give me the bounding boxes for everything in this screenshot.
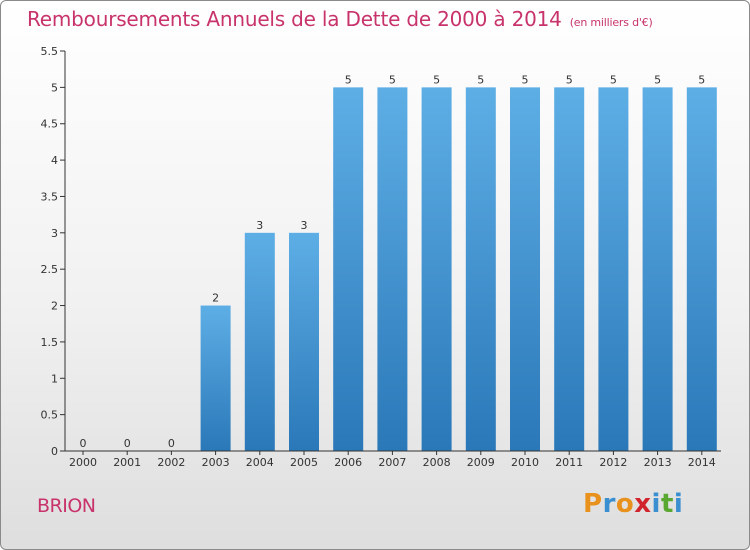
x-tick-label: 2006	[334, 456, 362, 469]
data-label: 5	[433, 73, 440, 86]
y-tick-label: 5	[51, 81, 58, 94]
proxiti-logo: Proxiti	[583, 489, 683, 519]
data-label: 5	[345, 73, 352, 86]
y-tick-label: 2.5	[41, 263, 59, 276]
x-tick-label: 2013	[644, 456, 672, 469]
data-label: 5	[389, 73, 396, 86]
commune-name: BRION	[37, 495, 96, 517]
data-label: 0	[168, 437, 175, 450]
bar	[642, 87, 673, 451]
bar	[686, 87, 717, 451]
bar	[289, 232, 319, 451]
logo-letter: t	[660, 489, 674, 519]
bar	[465, 87, 496, 451]
y-tick-label: 1	[51, 372, 58, 385]
y-tick-label: 3	[51, 227, 58, 240]
data-label: 5	[654, 73, 661, 86]
x-tick-label: 2014	[688, 456, 716, 469]
data-label: 3	[256, 219, 263, 232]
chart-title: Remboursements Annuels de la Dette de 20…	[27, 7, 653, 31]
x-tick-label: 2001	[113, 456, 141, 469]
bar	[333, 87, 364, 451]
data-label: 3	[301, 219, 308, 232]
data-label: 5	[522, 73, 529, 86]
data-label: 0	[124, 437, 131, 450]
y-tick-label: 2	[51, 300, 58, 313]
x-tick-label: 2004	[246, 456, 274, 469]
data-label: 0	[80, 437, 87, 450]
logo-letter: P	[583, 489, 603, 519]
bar	[421, 87, 452, 451]
bar	[510, 87, 540, 451]
x-tick-label: 2002	[157, 456, 185, 469]
y-tick-label: 0	[51, 445, 58, 458]
bar	[200, 305, 231, 451]
x-tick-label: 2008	[423, 456, 451, 469]
x-tick-label: 2012	[599, 456, 627, 469]
data-label: 5	[566, 73, 573, 86]
y-tick-label: 5.5	[41, 45, 59, 58]
logo-letter: i	[651, 489, 661, 519]
data-label: 2	[212, 292, 219, 305]
bar	[244, 232, 275, 451]
logo-letter: o	[615, 489, 635, 519]
x-tick-label: 2003	[202, 456, 230, 469]
data-label: 5	[610, 73, 617, 86]
logo-letter: i	[673, 489, 684, 519]
logo-letter: r	[602, 489, 616, 519]
y-tick-label: 0.5	[41, 409, 59, 422]
x-tick-label: 2007	[378, 456, 406, 469]
bar	[598, 87, 629, 451]
y-tick-label: 4.5	[41, 118, 59, 131]
bar	[377, 87, 408, 451]
y-tick-label: 4	[51, 154, 58, 167]
data-label: 5	[477, 73, 484, 86]
bar	[554, 87, 585, 451]
x-tick-label: 2009	[467, 456, 495, 469]
x-tick-label: 2011	[555, 456, 583, 469]
x-tick-label: 2000	[69, 456, 97, 469]
y-tick-label: 1.5	[41, 336, 59, 349]
data-label: 5	[698, 73, 705, 86]
chart-unit: (en milliers d'€)	[569, 16, 653, 29]
x-tick-label: 2010	[511, 456, 539, 469]
x-tick-label: 2005	[290, 456, 318, 469]
logo-letter: x	[634, 489, 652, 519]
y-tick-label: 3.5	[41, 190, 59, 203]
